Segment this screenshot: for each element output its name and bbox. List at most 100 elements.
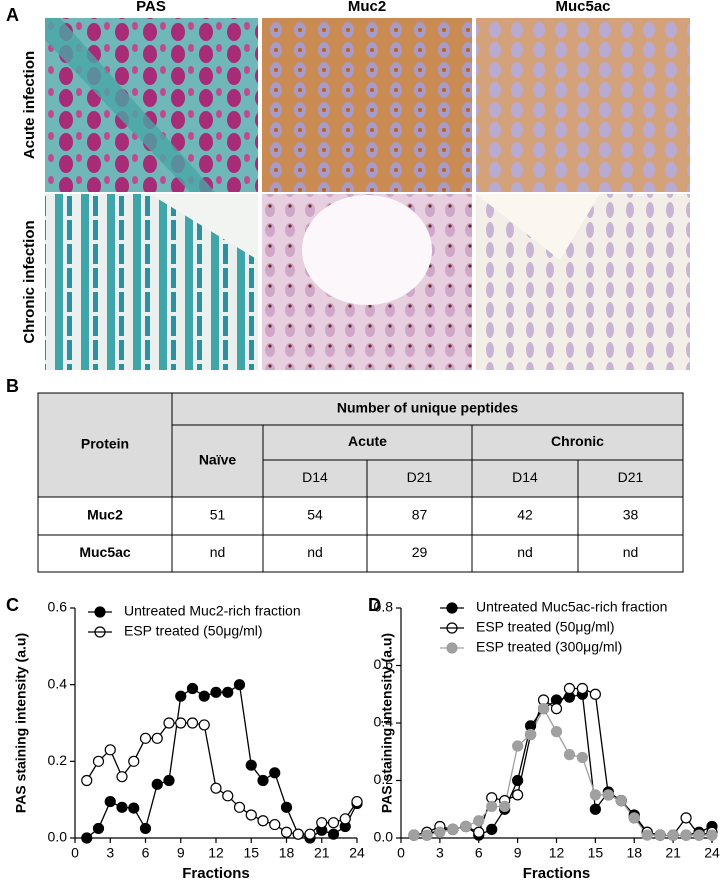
y-tick-label: 0.6 — [48, 599, 68, 615]
data-point — [408, 829, 420, 841]
x-tick-label: 15 — [243, 845, 259, 861]
table-cell — [171, 534, 264, 573]
x-tick-label: 15 — [588, 845, 604, 861]
micrograph-lumen — [302, 195, 432, 305]
data-point — [550, 726, 563, 738]
data-point — [233, 679, 246, 691]
table-text: 51 — [210, 507, 226, 523]
table-cell — [366, 496, 473, 536]
table-text: Number of unique peptides — [337, 400, 518, 416]
data-point — [128, 802, 140, 814]
data-point — [576, 682, 589, 695]
y-tick-label: 0.2 — [48, 752, 68, 768]
table-text: D21 — [618, 469, 644, 485]
data-point — [245, 809, 257, 821]
data-point — [210, 686, 222, 698]
x-tick-label: 0 — [397, 845, 405, 861]
data-point — [327, 828, 340, 840]
data-point — [269, 767, 281, 779]
micrograph-background — [476, 194, 600, 260]
table-text: D14 — [512, 469, 538, 485]
data-point — [316, 817, 328, 829]
series-line — [413, 687, 713, 836]
table-text: 87 — [412, 507, 428, 523]
data-point — [628, 812, 640, 824]
y-tick-label: 0.0 — [374, 829, 394, 845]
series-line — [413, 693, 713, 836]
data-point — [641, 829, 653, 841]
table-cell — [262, 534, 368, 573]
data-point — [576, 751, 589, 764]
legend-label: Untreated Muc2-rich fraction — [124, 603, 301, 619]
data-point — [524, 728, 537, 741]
data-point — [460, 820, 472, 833]
y-tick-label: 0.4 — [374, 714, 394, 730]
table-text: Acute — [348, 433, 387, 449]
data-point — [473, 826, 485, 838]
y-tick-label: 0.2 — [374, 771, 394, 787]
table-cell — [171, 496, 264, 536]
x-tick-label: 0 — [71, 845, 79, 861]
micrograph — [476, 194, 690, 370]
data-point — [537, 703, 550, 715]
table-text: Protein — [81, 436, 129, 452]
data-point — [563, 749, 576, 761]
data-point — [139, 732, 152, 744]
table-text: Chronic — [551, 433, 604, 449]
table-cell — [577, 496, 684, 536]
series-line — [86, 683, 358, 839]
data-point — [222, 686, 234, 698]
x-tick-label: 24 — [704, 845, 720, 861]
table-text: nd — [623, 544, 639, 560]
data-point — [589, 789, 601, 801]
table-text: D21 — [407, 469, 433, 485]
data-point — [327, 817, 340, 829]
series-line — [86, 722, 358, 835]
table-cell — [171, 424, 264, 498]
x-tick-label: 12 — [208, 845, 224, 861]
data-point — [81, 774, 93, 787]
y-tick-label: 0.0 — [48, 829, 68, 845]
table-cell — [577, 459, 684, 498]
data-point — [512, 740, 524, 752]
data-point — [512, 774, 524, 787]
data-point — [280, 826, 293, 838]
row-header: Acute infection — [21, 51, 38, 159]
table-text: nd — [210, 544, 226, 560]
data-point — [339, 813, 351, 825]
data-point — [447, 823, 459, 835]
panel-label: A — [6, 5, 19, 25]
data-point — [421, 829, 433, 841]
table: Protein Number of unique peptides Naïve Acu… — [37, 392, 684, 573]
data-point — [667, 829, 679, 841]
data-point — [680, 829, 692, 841]
table-cell — [366, 534, 473, 573]
data-point — [292, 828, 304, 840]
x-tick-label: 9 — [177, 845, 185, 861]
data-point — [151, 778, 163, 790]
table-text: D14 — [302, 469, 328, 485]
legend-label: ESP treated (50μg/ml) — [476, 619, 615, 635]
legend-label: Untreated Muc5ac-rich fraction — [476, 599, 667, 615]
x-tick-label: 21 — [314, 845, 330, 861]
data-point — [589, 688, 601, 700]
y-tick-label: 0.6 — [374, 656, 394, 672]
data-point — [163, 774, 175, 787]
micrograph-tissue — [45, 18, 215, 192]
x-tick-label: 12 — [549, 845, 565, 861]
panel-label: D — [368, 595, 381, 615]
table-cell — [471, 534, 579, 573]
data-point — [434, 826, 446, 838]
data-point — [304, 828, 316, 840]
data-point — [512, 789, 524, 801]
data-point — [163, 717, 175, 729]
column-header: Muc5ac — [555, 0, 610, 15]
x-axis-label: Fractions — [523, 865, 591, 882]
data-point — [257, 815, 269, 827]
x-tick-label: 6 — [142, 845, 150, 861]
data-point — [615, 795, 627, 807]
table-cell — [37, 496, 173, 536]
x-tick-label: 18 — [279, 845, 295, 861]
